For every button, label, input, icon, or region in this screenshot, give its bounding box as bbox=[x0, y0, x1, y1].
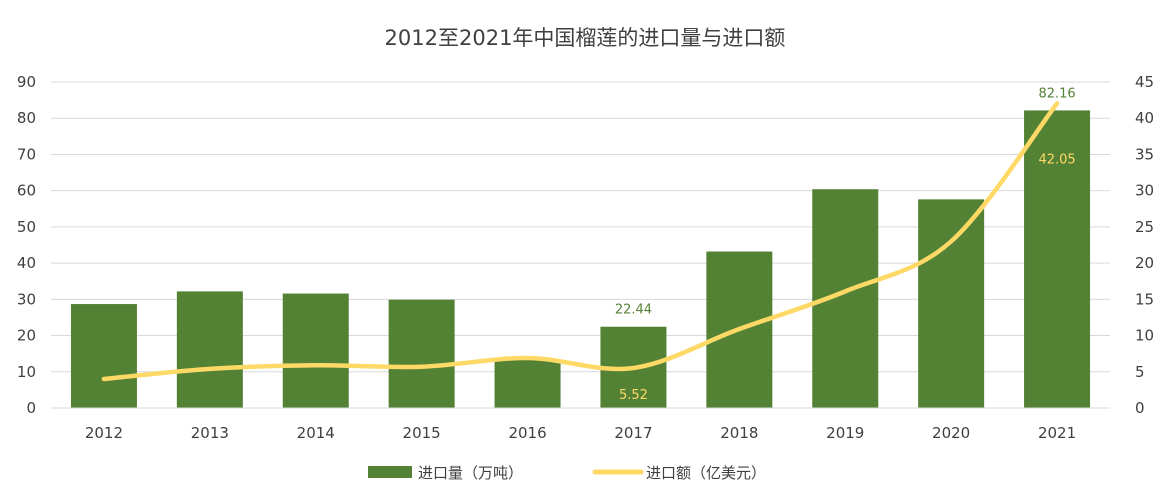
y-axis-right: 0 5 10 15 20 25 30 35 40 45 bbox=[1135, 73, 1154, 417]
bar bbox=[918, 199, 985, 408]
y-right-tick-label: 30 bbox=[1135, 182, 1154, 200]
bar bbox=[388, 299, 455, 408]
y-right-tick-label: 20 bbox=[1135, 254, 1154, 272]
y-right-tick-label: 0 bbox=[1135, 399, 1145, 417]
legend-label-line: 进口额（亿美元） bbox=[646, 464, 766, 482]
y-left-tick-label: 0 bbox=[26, 399, 36, 417]
y-left-tick-label: 60 bbox=[17, 182, 36, 200]
bar bbox=[494, 359, 561, 408]
x-tick-label: 2013 bbox=[191, 424, 229, 442]
legend-swatch-bar bbox=[368, 466, 412, 478]
x-tick-label: 2019 bbox=[826, 424, 864, 442]
x-tick-label: 2016 bbox=[508, 424, 546, 442]
x-tick-label: 2017 bbox=[614, 424, 652, 442]
line-path bbox=[101, 101, 1060, 382]
y-left-tick-label: 90 bbox=[17, 73, 36, 91]
bar-data-label: 22.44 bbox=[615, 303, 652, 318]
y-right-tick-label: 15 bbox=[1135, 290, 1154, 308]
legend-label-bar: 进口量（万吨） bbox=[418, 464, 523, 482]
y-left-tick-label: 40 bbox=[17, 254, 36, 272]
y-left-tick-label: 50 bbox=[17, 218, 36, 236]
x-tick-label: 2014 bbox=[297, 424, 335, 442]
line-data-label: 42.05 bbox=[1038, 152, 1075, 167]
bar bbox=[1024, 110, 1091, 408]
y-right-tick-label: 25 bbox=[1135, 218, 1154, 236]
legend: 进口量（万吨） 进口额（亿美元） bbox=[368, 464, 766, 482]
y-right-tick-label: 45 bbox=[1135, 73, 1154, 91]
bar bbox=[282, 293, 349, 408]
line-data-label: 5.52 bbox=[619, 388, 648, 403]
y-axis-left: 0 10 20 30 40 50 60 70 80 90 bbox=[17, 73, 36, 417]
data-labels: 22.44 82.16 5.52 42.05 bbox=[615, 86, 1076, 403]
y-left-tick-label: 70 bbox=[17, 145, 36, 163]
x-axis: 2012 2013 2014 2015 2016 2017 2018 2019 2020 2021 bbox=[51, 407, 1110, 442]
x-tick-label: 2012 bbox=[85, 424, 123, 442]
y-left-tick-label: 80 bbox=[17, 109, 36, 127]
chart-title: 2012至2021年中国榴莲的进口量与进口额 bbox=[385, 26, 786, 50]
x-tick-label: 2021 bbox=[1038, 424, 1076, 442]
x-tick-label: 2015 bbox=[403, 424, 441, 442]
x-tick-label: 2018 bbox=[720, 424, 758, 442]
bar-data-label: 82.16 bbox=[1038, 86, 1075, 101]
y-left-tick-label: 10 bbox=[17, 363, 36, 381]
bar-series bbox=[70, 110, 1091, 408]
x-tick-label: 2020 bbox=[932, 424, 970, 442]
y-right-tick-label: 35 bbox=[1135, 145, 1154, 163]
bar bbox=[70, 304, 137, 408]
y-right-tick-label: 5 bbox=[1135, 363, 1145, 381]
line-series bbox=[101, 101, 1060, 382]
y-left-tick-label: 30 bbox=[17, 290, 36, 308]
bar bbox=[176, 291, 243, 408]
y-right-tick-label: 10 bbox=[1135, 327, 1154, 345]
y-right-tick-label: 40 bbox=[1135, 109, 1154, 127]
y-left-tick-label: 20 bbox=[17, 327, 36, 345]
